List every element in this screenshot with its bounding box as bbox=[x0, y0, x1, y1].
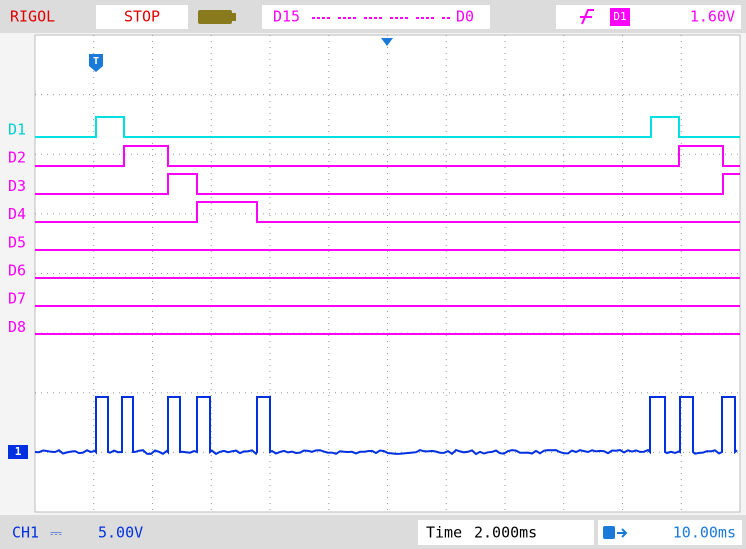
channel-high: D15 bbox=[273, 8, 300, 26]
trigger-marker bbox=[89, 54, 103, 72]
plot-area bbox=[34, 34, 741, 513]
digital-label: D1 bbox=[8, 121, 26, 139]
status-box bbox=[96, 5, 188, 29]
digital-label: D2 bbox=[8, 149, 26, 167]
trigger-offset: 10.00ms bbox=[673, 524, 736, 542]
trace-d2 bbox=[35, 145, 740, 167]
trace-d4 bbox=[35, 201, 740, 223]
ch1-marker bbox=[8, 445, 28, 459]
digital-label: D8 bbox=[8, 318, 26, 336]
battery-icon bbox=[198, 10, 232, 24]
trigger-marker-label: T bbox=[93, 56, 99, 67]
channel-low: D0 bbox=[456, 8, 474, 26]
channel-labels: D1 D2 D3 D4 D5 D6 D7 D8 bbox=[8, 121, 26, 336]
ch1-marker-label: 1 bbox=[15, 445, 22, 458]
edge-icon bbox=[580, 9, 594, 25]
status: STOP bbox=[124, 8, 160, 26]
battery-tip bbox=[232, 13, 236, 21]
digital-label: D3 bbox=[8, 177, 26, 195]
footer-coupling: ⎓ bbox=[50, 524, 62, 542]
digital-label: D4 bbox=[8, 205, 26, 223]
offset-icon bbox=[603, 526, 615, 539]
offset-arrow bbox=[617, 528, 628, 538]
trigger-arrow bbox=[381, 38, 393, 46]
footer-scale: 5.00V bbox=[98, 524, 143, 542]
trace-d3 bbox=[35, 173, 740, 195]
digital-label: D7 bbox=[8, 290, 26, 308]
brand: RIGOL bbox=[10, 8, 55, 26]
source-badge bbox=[610, 8, 630, 26]
time-label: Time bbox=[426, 524, 462, 542]
footer-channel: CH1 bbox=[12, 524, 39, 542]
trace-d1 bbox=[35, 116, 740, 138]
trigger-source: D1 bbox=[613, 10, 626, 23]
digital-label: D5 bbox=[8, 233, 26, 251]
time-box bbox=[418, 520, 594, 545]
trigger-level: 1.60V bbox=[690, 8, 735, 26]
digital-label: D6 bbox=[8, 262, 26, 280]
trace-ch1 bbox=[34, 396, 738, 456]
time-scale: 2.000ms bbox=[474, 524, 537, 542]
